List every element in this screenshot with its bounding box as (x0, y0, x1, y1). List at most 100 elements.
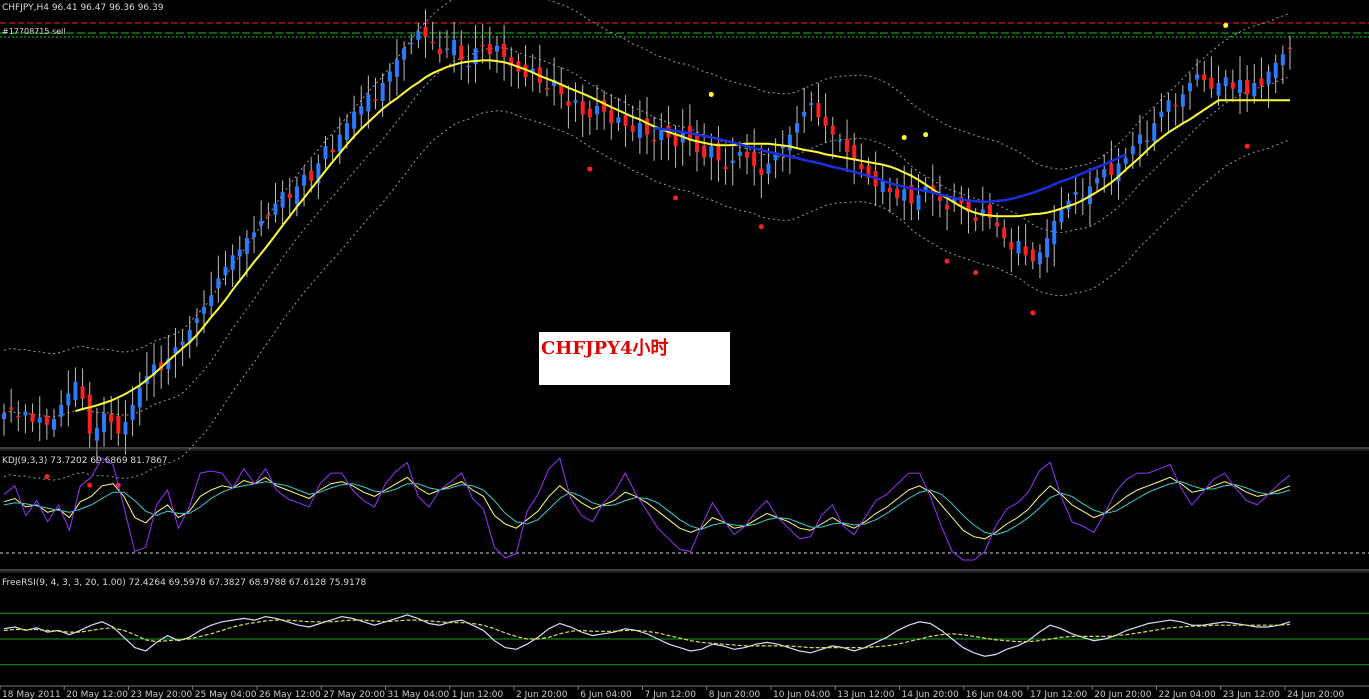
candle-body (787, 134, 792, 151)
rsi-line-rsi (3, 614, 1291, 657)
candle-body (895, 188, 900, 198)
candle-body (780, 146, 785, 149)
candle-body (1023, 246, 1028, 256)
candle-body (1252, 82, 1257, 97)
kdj-lines (3, 457, 1291, 561)
candle-body (394, 59, 399, 77)
candle-body (37, 417, 42, 423)
candle-body (730, 160, 735, 164)
candle-body (973, 217, 978, 221)
candle-body (530, 68, 535, 73)
x-tick-label: 17 Jun 12:00 (1030, 690, 1087, 699)
main-header: CHFJPY,H4 96.41 96.47 96.36 96.39 (2, 3, 164, 13)
x-tick-label: 24 Jun 20:00 (1287, 690, 1344, 699)
candle-body (230, 255, 235, 270)
candle-body (1259, 78, 1264, 86)
fractal-markers (44, 22, 1250, 488)
candle-body (416, 31, 421, 40)
candle-body (294, 186, 299, 205)
candle-body (702, 145, 707, 158)
candle-body (459, 45, 464, 60)
candle-body (1037, 252, 1042, 265)
candle-body (280, 192, 285, 208)
fractal-low-dot (758, 224, 764, 230)
candle-body (137, 387, 142, 408)
candle-body (952, 197, 957, 203)
candle-body (523, 64, 528, 78)
x-tick-label: 20 Jun 20:00 (1094, 690, 1151, 699)
x-tick-label: 31 May 04:00 (388, 690, 450, 699)
candle-body (273, 203, 278, 215)
candle-body (87, 394, 92, 434)
candle-body (716, 142, 721, 161)
candle-body (473, 48, 478, 65)
x-tick-label: 18 May 2011 (2, 690, 61, 699)
kdj-indicator-panel: KDJ(9,3,3) 73.7202 69.6869 81.7867 (0, 456, 1369, 561)
candle-body (630, 125, 635, 132)
candle-body (1237, 80, 1242, 94)
candle-body (1152, 123, 1157, 142)
candle-body (44, 415, 49, 425)
candle-body (9, 407, 14, 410)
candle-body (1166, 100, 1171, 112)
candle-body (837, 140, 842, 142)
candle-body (1102, 169, 1107, 178)
fractal-low-dot (944, 258, 950, 264)
candle-body (1045, 238, 1050, 258)
candle-body (73, 381, 78, 401)
candle-body (259, 220, 264, 226)
candle-body (809, 103, 814, 105)
candle-body (209, 295, 214, 306)
candle-body (587, 108, 592, 118)
candle-body (745, 151, 750, 158)
candle-body (1109, 163, 1114, 175)
fractal-high-dot (1223, 22, 1229, 28)
candle-body (152, 364, 157, 376)
candle-body (1080, 197, 1085, 200)
candle-body (1123, 157, 1128, 164)
candle-body (816, 103, 821, 118)
candle-body (1059, 209, 1064, 223)
candle-body (566, 101, 571, 106)
candle-body (1195, 74, 1200, 80)
fractal-low-dot (1030, 310, 1036, 316)
candle-body (402, 48, 407, 60)
candle-body (1002, 227, 1007, 239)
candle-body (544, 87, 549, 90)
x-tick-label: 10 Jun 04:00 (773, 690, 830, 699)
candle-body (866, 165, 871, 178)
candle-body (966, 199, 971, 213)
x-tick-label: 6 Jun 04:00 (580, 690, 632, 699)
candle-body (602, 100, 607, 112)
candle-body (916, 195, 921, 210)
envelope-lower (3, 110, 1291, 481)
candle-body (1137, 134, 1142, 144)
candle-body (1187, 82, 1192, 92)
candle-body (859, 163, 864, 170)
candle-body (1223, 77, 1228, 87)
candle-body (23, 411, 28, 416)
kdj-line-j (3, 457, 1291, 561)
x-tick-label: 8 Jun 20:00 (709, 690, 761, 699)
x-tick-label: 16 Jun 04:00 (966, 690, 1023, 699)
kdj-header: KDJ(9,3,3) 73.7202 69.6869 81.7867 (2, 456, 168, 466)
candle-body (1073, 192, 1078, 195)
candle-body (487, 43, 492, 55)
candle-body (594, 105, 599, 115)
candle-body (2, 413, 6, 420)
candle-body (109, 414, 114, 423)
x-tick-label: 13 Jun 12:00 (837, 690, 894, 699)
candle-body (323, 146, 328, 160)
candle-body (637, 123, 642, 138)
candle-body (194, 318, 199, 323)
candle-body (830, 125, 835, 135)
candle-body (359, 105, 364, 115)
candle-body (937, 196, 942, 201)
candle-body (645, 118, 649, 135)
chart-annotation-label: CHFJPY4小时 (539, 332, 730, 385)
kdj-line-d (3, 481, 1291, 536)
candle-body (287, 193, 292, 198)
main-price-panel: CHFJPY,H4 96.41 96.47 96.36 96.39 #17708… (0, 0, 1369, 488)
x-tick-label: 20 May 12:00 (66, 690, 128, 699)
